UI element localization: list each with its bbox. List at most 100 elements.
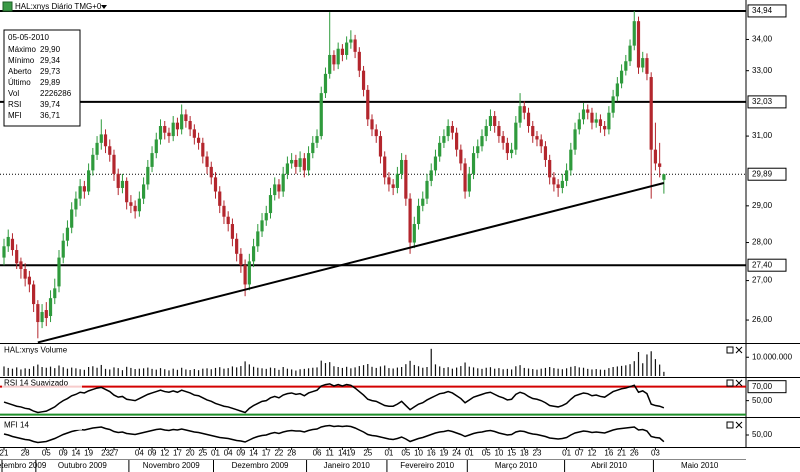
- volume-bar: [485, 367, 487, 376]
- volume-bar: [447, 367, 449, 376]
- panel-button[interactable]: [726, 346, 734, 354]
- volume-bar: [642, 363, 644, 376]
- candle-body: [653, 149, 658, 164]
- volume-bar: [511, 369, 513, 376]
- volume-bar: [574, 366, 576, 376]
- volume-bar: [295, 370, 297, 376]
- x-tick-label: 22: [274, 449, 283, 458]
- volume-bar: [570, 366, 572, 376]
- candle-body: [493, 116, 497, 127]
- x-tick-label: 21: [0, 449, 9, 458]
- indicator-line: [3, 424, 665, 444]
- candle-body: [163, 126, 167, 133]
- x-tick-label: 28: [287, 449, 296, 458]
- candle-body: [552, 177, 556, 185]
- volume-bar: [261, 368, 263, 376]
- candle-body: [378, 136, 383, 157]
- volume-bar: [278, 369, 280, 376]
- panel-close[interactable]: [735, 421, 743, 429]
- panel-close[interactable]: [735, 346, 743, 354]
- panel-button[interactable]: [726, 421, 734, 429]
- volume-bar: [104, 368, 107, 376]
- candle-body: [290, 159, 294, 164]
- candle-body: [395, 173, 399, 188]
- x-tick-label: 01: [211, 449, 220, 458]
- candle-body: [446, 126, 450, 137]
- volume-bar: [659, 364, 661, 376]
- volume-bar: [299, 369, 301, 376]
- volume-bar: [79, 369, 81, 376]
- candle-body: [560, 180, 564, 188]
- info-value: 2226286: [40, 89, 72, 98]
- candle-body: [353, 39, 357, 52]
- panel-button[interactable]: [726, 379, 734, 387]
- candle-body: [607, 112, 611, 130]
- volume-bar: [75, 368, 77, 376]
- candle-body: [488, 116, 493, 127]
- candle-body: [569, 149, 573, 171]
- candle-body: [471, 153, 476, 174]
- candle-body: [222, 205, 226, 217]
- candle-body: [603, 126, 607, 130]
- candle-body: [641, 58, 645, 68]
- volume-bar: [417, 366, 420, 376]
- info-label: RSI: [8, 100, 21, 109]
- x-tick-label: 23: [101, 449, 110, 458]
- candle-body: [36, 304, 40, 323]
- candle-body: [184, 114, 188, 122]
- x-tick-label: 16: [604, 449, 613, 458]
- y-tick-label: 50,00: [752, 396, 773, 405]
- volume-bar: [367, 364, 369, 376]
- panel-close[interactable]: [735, 379, 743, 387]
- candle-body: [188, 121, 192, 130]
- volume-bar: [549, 367, 551, 376]
- info-label: Máximo: [8, 45, 37, 54]
- volume-bar: [341, 367, 343, 376]
- x-tick-label: 19: [439, 449, 448, 458]
- x-tick-label: 09: [236, 449, 245, 458]
- candle-body: [120, 180, 125, 188]
- volume-bar: [557, 368, 559, 376]
- candle-body: [32, 284, 36, 305]
- level-label-box: [747, 4, 787, 18]
- candle-body: [247, 261, 251, 285]
- volume-bar: [24, 368, 26, 376]
- candle-body: [619, 70, 624, 84]
- volume-bar: [71, 367, 73, 376]
- volume-bar: [544, 367, 547, 376]
- candle-body: [74, 198, 78, 210]
- candle-body: [628, 45, 632, 62]
- title-dropdown[interactable]: [101, 5, 107, 9]
- candle-body: [129, 202, 133, 206]
- candle-body: [442, 136, 446, 143]
- candle-body: [273, 184, 277, 196]
- panel-label: RSI 14 Suavizado: [4, 379, 69, 388]
- candle-body: [505, 142, 509, 154]
- volume-bar: [320, 360, 322, 376]
- candle-body: [91, 154, 95, 171]
- volume-bar: [587, 368, 589, 376]
- x-tick-label: 14: [249, 449, 258, 458]
- panel-label-bg: [2, 421, 82, 430]
- volume-bar: [384, 365, 386, 376]
- candle-body: [404, 159, 408, 199]
- volume-bar: [155, 369, 157, 376]
- candle-body: [645, 58, 649, 74]
- volume-bar: [206, 368, 208, 376]
- y-tick-label: 29,00: [752, 201, 773, 210]
- candle-body: [95, 142, 99, 155]
- month-label: Março 2010: [495, 461, 538, 470]
- candle-body: [340, 48, 344, 55]
- candle-body: [349, 39, 353, 43]
- volume-bar: [540, 368, 542, 376]
- candle-body: [82, 186, 86, 192]
- candle-body: [543, 146, 548, 160]
- volume-bar: [620, 365, 623, 376]
- candle-body: [218, 191, 222, 206]
- candle-body: [294, 159, 298, 167]
- volume-bar: [189, 370, 191, 376]
- volume-bar: [265, 368, 267, 376]
- x-tick-label: 18: [520, 449, 529, 458]
- volume-bar: [506, 368, 508, 376]
